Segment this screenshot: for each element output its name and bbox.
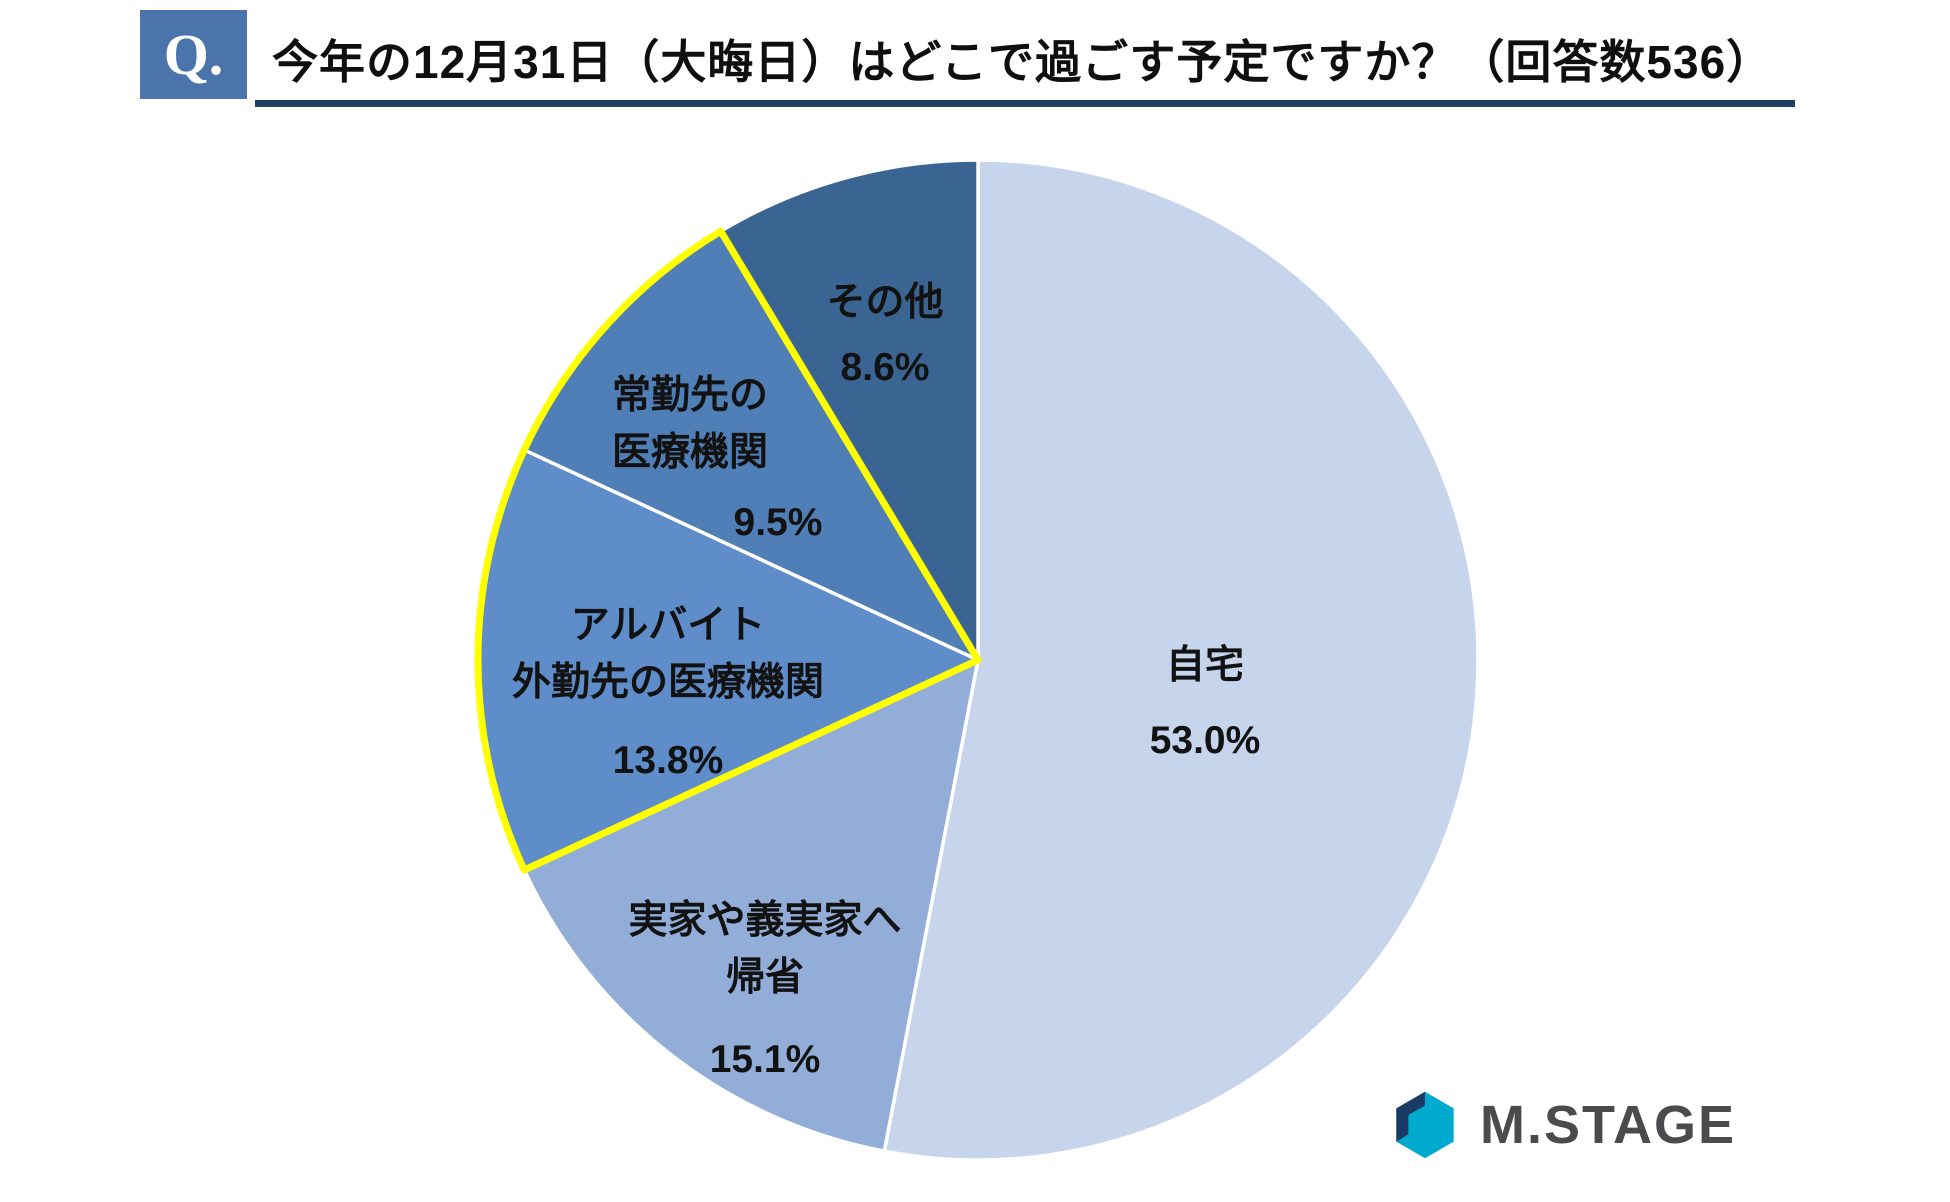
- slice-percent: 15.1%: [709, 1038, 821, 1082]
- highlight-outline: [474, 227, 982, 874]
- slice-percent: 9.5%: [733, 501, 823, 545]
- slice-label-parttime-hospital: アルバイト 外勤先の医療機関 13.8%: [488, 598, 848, 790]
- mstage-logo: M.STAGE: [1388, 1088, 1736, 1162]
- slice-label-fulltime-hospital: 常勤先の 医療機関 9.5%: [520, 368, 860, 552]
- slice-label-other: その他 8.6%: [760, 275, 1010, 396]
- slice-label-line: 外勤先の医療機関: [511, 660, 824, 704]
- pie-slice: [719, 158, 980, 662]
- slice-label-line: 実家や義実家へ: [628, 899, 902, 942]
- slice-label-line: 帰省: [725, 955, 804, 999]
- question-badge: Q.: [140, 10, 247, 99]
- slice-label-line: その他: [826, 281, 944, 324]
- title-underline: [255, 100, 1795, 107]
- slice-percent: 53.0%: [1149, 718, 1261, 762]
- slice-label-parents-home: 実家や義実家へ 帰省 15.1%: [590, 893, 940, 1089]
- slice-label-line: 医療機関: [611, 430, 768, 474]
- hexagon-logo-icon: [1396, 1091, 1454, 1159]
- slice-label-line: 自宅: [1165, 644, 1244, 687]
- slice-label-home: 自宅 53.0%: [1030, 638, 1380, 769]
- slice-label-line: アルバイト: [570, 604, 766, 647]
- slice-percent: 8.6%: [840, 345, 930, 389]
- logo-text: M.STAGE: [1480, 1095, 1736, 1155]
- question-title: 今年の12月31日（大晦日）はどこで過ごす予定ですか？（回答数536）: [272, 36, 1774, 88]
- pie-slice: [882, 158, 1480, 1162]
- pie-slice: [522, 658, 980, 1153]
- slice-percent: 13.8%: [612, 739, 724, 783]
- pie-chart: [474, 158, 1480, 1162]
- slice-label-line: 常勤先の: [611, 374, 768, 417]
